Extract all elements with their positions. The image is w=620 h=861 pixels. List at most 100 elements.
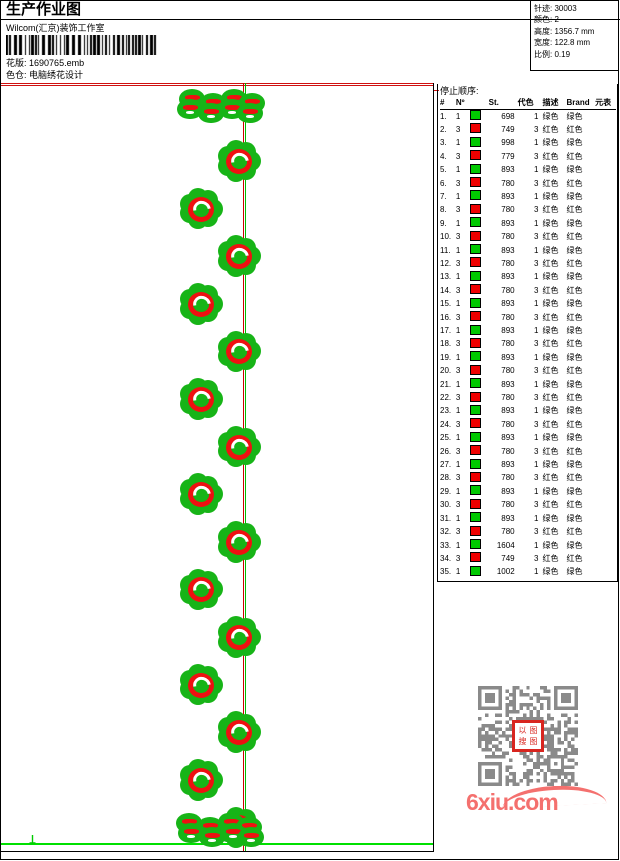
- canvas-top-rule: [1, 83, 433, 84]
- table-row[interactable]: 19. 1 893 1 绿色 绿色: [440, 351, 616, 364]
- flower-red-ring: [188, 672, 214, 698]
- table-row[interactable]: 14. 3 780 3 红色 红色: [440, 284, 616, 297]
- table-row[interactable]: 26. 3 780 3 红色 红色: [440, 445, 616, 458]
- flower-red-ring: [226, 244, 252, 270]
- table-row[interactable]: 20. 3 780 3 红色 红色: [440, 364, 616, 378]
- cell-brand: 红色: [566, 124, 583, 134]
- table-row[interactable]: 24. 3 780 3 红色 红色: [440, 418, 616, 431]
- table-row[interactable]: 32. 3 780 3 红色 红色: [440, 525, 616, 539]
- cell-extra: [595, 204, 616, 217]
- table-row[interactable]: 12. 3 780 3 红色 红色: [440, 257, 616, 270]
- cell-index: 33.: [440, 540, 452, 550]
- cell-index: 31.: [440, 513, 452, 523]
- cell-brand: 绿色: [566, 486, 583, 496]
- col-header-brand: Brand: [566, 98, 596, 110]
- table-row[interactable]: 23. 1 893 1 绿色 绿色: [440, 404, 616, 418]
- table-row[interactable]: 1. 1 698 1 绿色 绿色: [440, 110, 616, 124]
- cell-code: 1: [534, 486, 539, 496]
- table-row[interactable]: 9. 1 893 1 绿色 绿色: [440, 217, 616, 230]
- cell-brand: 红色: [566, 151, 583, 161]
- cell-brand: 红色: [566, 527, 583, 537]
- table-row[interactable]: 4. 3 779 3 红色 红色: [440, 150, 616, 163]
- table-row[interactable]: 15. 1 893 1 绿色 绿色: [440, 297, 616, 311]
- cell-extra: [595, 485, 616, 498]
- table-row[interactable]: 21. 1 893 1 绿色 绿色: [440, 378, 616, 391]
- cell-code: 1: [534, 218, 539, 228]
- cell-description: 红色: [542, 285, 559, 295]
- table-row[interactable]: 16. 3 780 3 红色 红色: [440, 311, 616, 324]
- table-row[interactable]: 35. 1 1002 1 绿色 绿色: [440, 565, 616, 579]
- cell-index: 10.: [440, 232, 452, 242]
- table-row[interactable]: 8. 3 780 3 红色 红色: [440, 203, 616, 217]
- cell-extra: [595, 271, 616, 284]
- cell-code: 3: [534, 151, 539, 161]
- cell-extra: [595, 499, 616, 512]
- cell-index: 7.: [440, 191, 447, 201]
- flower-red-ring: [226, 434, 252, 460]
- table-row[interactable]: 13. 1 893 1 绿色 绿色: [440, 270, 616, 284]
- cell-stitches: 780: [501, 446, 515, 456]
- cell-index: 21.: [440, 379, 452, 389]
- cell-index: 1.: [440, 111, 447, 121]
- cell-color-swatch: [470, 203, 488, 217]
- table-row[interactable]: 18. 3 780 3 红色 红色: [440, 337, 616, 351]
- flower-red-ring: [226, 625, 252, 650]
- field-pattern-label: 花版:: [6, 58, 27, 68]
- table-row[interactable]: 33. 1 1604 1 绿色 绿色: [440, 539, 616, 552]
- info-value-1: 2: [554, 15, 559, 25]
- info-label-0: 针迹:: [534, 4, 555, 13]
- cell-description: 绿色: [542, 111, 559, 121]
- cell-index: 26.: [440, 446, 452, 456]
- table-row[interactable]: 6. 3 780 3 红色 红色: [440, 177, 616, 190]
- cell-number: 1: [455, 111, 461, 121]
- leaf-red-accent: [245, 99, 260, 104]
- design-canvas[interactable]: [1, 83, 434, 852]
- table-row[interactable]: 17. 1 893 1 绿色 绿色: [440, 324, 616, 338]
- table-row[interactable]: 27. 1 893 1 绿色 绿色: [440, 458, 616, 472]
- cell-color-swatch: [470, 217, 488, 230]
- cell-code: 3: [534, 500, 539, 510]
- table-row[interactable]: 2. 3 749 3 红色 红色: [440, 123, 616, 136]
- cell-brand: 红色: [566, 312, 583, 322]
- table-row[interactable]: 28. 3 780 3 红色 红色: [440, 471, 616, 485]
- table-row[interactable]: 29. 1 893 1 绿色 绿色: [440, 485, 616, 498]
- table-row[interactable]: 31. 1 893 1 绿色 绿色: [440, 512, 616, 525]
- col-header-stitch: St.: [488, 98, 518, 110]
- flower-motif: [216, 329, 262, 373]
- color-swatch-green: [470, 431, 482, 442]
- table-row[interactable]: 34. 3 749 3 红色 红色: [440, 552, 616, 565]
- table-row[interactable]: 30. 3 780 3 红色 红色: [440, 498, 616, 512]
- cell-extra: [595, 150, 616, 163]
- cell-brand: 绿色: [566, 513, 583, 523]
- leaf-red-accent: [224, 819, 239, 824]
- table-row[interactable]: 7. 1 893 1 绿色 绿色: [440, 190, 616, 203]
- leaf-white-accent: [228, 111, 236, 114]
- cell-stitches: 780: [501, 393, 515, 403]
- barcode-image: [6, 35, 158, 55]
- table-row[interactable]: 5. 1 893 1 绿色 绿色: [440, 163, 616, 177]
- leaf-red-accent: [183, 105, 198, 110]
- color-swatch-green: [470, 136, 482, 147]
- color-swatch-green: [470, 270, 482, 281]
- table-row[interactable]: 10. 3 780 3 红色 红色: [440, 230, 616, 244]
- cell-number: 3: [455, 258, 461, 268]
- leaf-white-accent: [229, 835, 237, 838]
- cell-stitches: 893: [501, 460, 515, 470]
- cell-code: 1: [534, 567, 539, 577]
- info-row-1: 颜色: 2: [534, 14, 618, 25]
- cell-stitches: 893: [501, 513, 515, 523]
- cell-extra: [595, 284, 616, 297]
- cell-color-swatch: [470, 418, 488, 431]
- table-row[interactable]: 22. 3 780 3 红色 红色: [440, 391, 616, 405]
- table-row[interactable]: 3. 1 998 1 绿色 绿色: [440, 136, 616, 150]
- cell-brand: 绿色: [566, 326, 583, 335]
- flower-red-ring: [188, 767, 214, 793]
- cell-description: 红色: [542, 151, 559, 161]
- cell-extra: [595, 432, 616, 445]
- table-row[interactable]: 11. 1 893 1 绿色 绿色: [440, 244, 616, 257]
- cell-index: 27.: [440, 460, 452, 470]
- cell-description: 红色: [542, 527, 559, 537]
- cell-index: 5.: [440, 165, 447, 175]
- table-row[interactable]: 25. 1 893 1 绿色 绿色: [440, 431, 616, 445]
